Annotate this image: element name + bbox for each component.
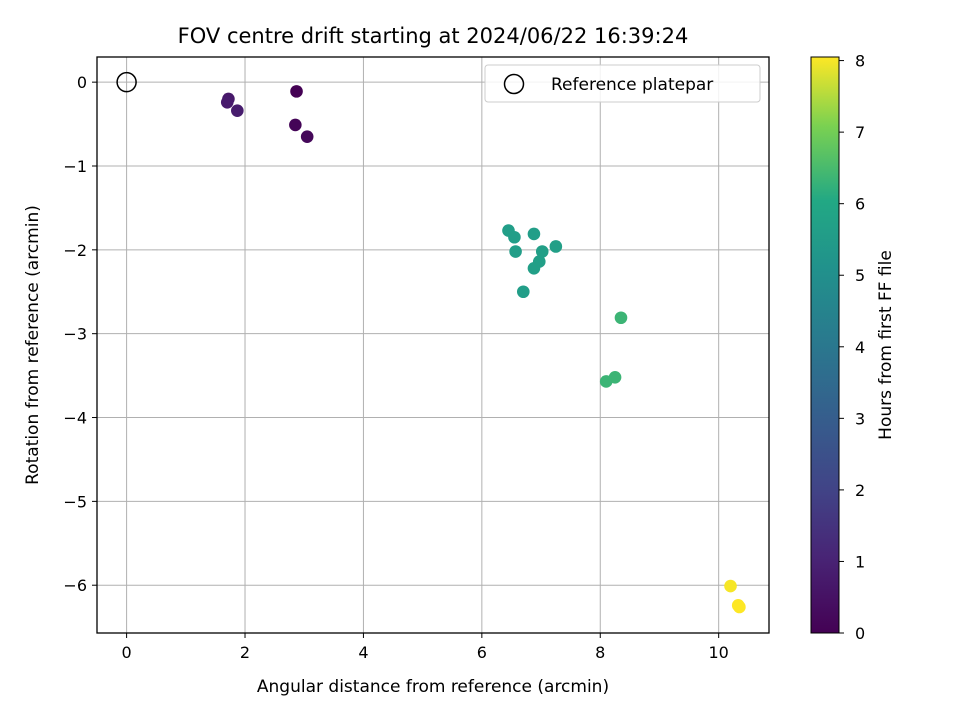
y-tick-label: −6: [63, 576, 87, 595]
data-point: [509, 245, 522, 258]
legend-entry-reference: Reference platepar: [551, 75, 713, 95]
data-point: [289, 118, 302, 132]
y-tick-label: −4: [63, 409, 87, 428]
data-point: [599, 375, 613, 388]
y-axis-label: Rotation from reference (arcmin): [23, 205, 43, 485]
colorbar-tick-label: 7: [855, 123, 865, 142]
colorbar-tick-label: 1: [855, 552, 865, 571]
colorbar: [810, 56, 840, 634]
colorbar-tick-label: 3: [855, 409, 865, 428]
chart-title: FOV centre drift starting at 2024/06/22 …: [178, 24, 689, 48]
legend-marker: [503, 73, 525, 95]
legend-box: [484, 64, 761, 103]
data-point: [527, 261, 541, 275]
x-tick-label: 6: [477, 643, 487, 662]
reference-platepar-marker: [116, 71, 137, 93]
y-axis-ticks: 0 −1 −2 −3 −4 −5 −6: [63, 73, 97, 595]
data-point: [535, 245, 549, 258]
data-points: [220, 85, 746, 614]
data-point: [220, 95, 234, 109]
grid-lines: [97, 57, 769, 633]
data-point: [724, 579, 737, 593]
colorbar-tick-label: 4: [855, 338, 865, 357]
x-axis-label: Angular distance from reference (arcmin): [257, 677, 609, 697]
y-tick-label: −1: [63, 157, 87, 176]
y-tick-label: −3: [63, 325, 87, 344]
legend: Reference platepar: [484, 64, 761, 103]
data-point: [527, 227, 541, 241]
data-point: [508, 230, 521, 244]
colorbar-tick-label: 0: [855, 624, 865, 643]
x-tick-label: 2: [240, 643, 250, 662]
colorbar-ticks: 0 1 2 3 4 5 6 7 8: [839, 52, 865, 643]
data-point: [300, 130, 314, 143]
colorbar-tick-label: 2: [855, 481, 865, 500]
data-point: [614, 311, 628, 325]
data-point: [733, 600, 746, 614]
colorbar-tick-label: 6: [855, 195, 865, 214]
data-point: [516, 285, 530, 299]
x-tick-label: 10: [708, 643, 728, 662]
colorbar-label: Hours from first FF file: [876, 250, 896, 440]
x-tick-label: 8: [595, 643, 605, 662]
colorbar-tick-label: 8: [855, 52, 865, 71]
data-point: [549, 240, 563, 253]
x-tick-label: 4: [358, 643, 368, 662]
plot-frame: [96, 56, 770, 634]
y-tick-label: −5: [63, 492, 87, 511]
x-tick-label: 0: [122, 643, 132, 662]
data-point: [231, 104, 244, 117]
data-point: [290, 85, 303, 98]
x-axis-ticks: 0 2 4 6 8 10: [122, 633, 729, 662]
y-tick-label: 0: [77, 73, 87, 92]
y-tick-label: −2: [63, 241, 87, 260]
colorbar-tick-label: 5: [855, 266, 865, 285]
